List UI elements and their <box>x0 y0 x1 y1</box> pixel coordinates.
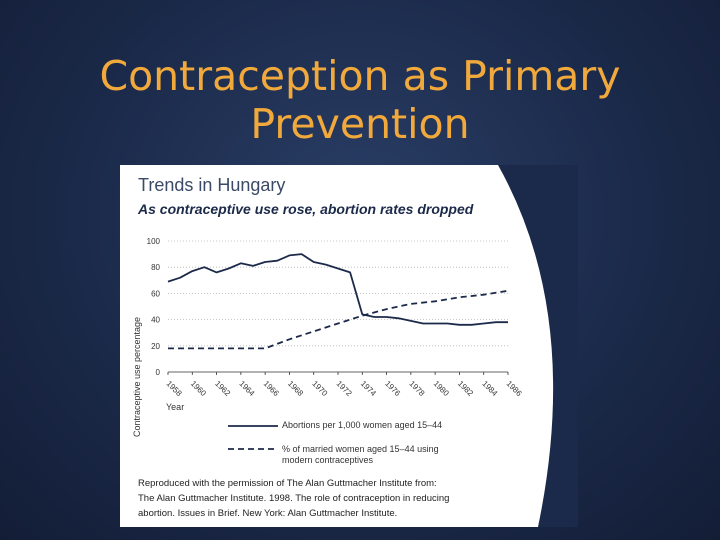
series-line-abortions <box>167 253 508 326</box>
y-tick-label: 80 <box>151 263 160 272</box>
y-tick-label: 20 <box>151 342 160 351</box>
y-tick-label: 60 <box>151 289 160 298</box>
slide-title: Contraception as Primary Prevention <box>0 52 720 148</box>
y-tick-label: 100 <box>147 237 161 246</box>
slide-title-line1: Contraception as Primary <box>99 52 621 100</box>
credit-note: Reproduced with the permission of The Al… <box>138 476 450 521</box>
credit-line-2: The Alan Guttmacher Institute. 1998. The… <box>138 493 450 504</box>
credit-line-1: Reproduced with the permission of The Al… <box>138 478 437 489</box>
chart-title: Trends in Hungary <box>138 175 286 195</box>
y-tick-label: 40 <box>151 316 160 325</box>
legend <box>228 425 278 450</box>
credit-line-3: abortion. Issues in Brief. New York: Ala… <box>138 508 398 519</box>
slide-title-line2: Prevention <box>250 100 470 148</box>
y-tick-label: 0 <box>156 368 161 377</box>
chart-subtitle: As contraceptive use rose, abortion rate… <box>138 201 474 217</box>
decorative-wedge <box>498 165 578 527</box>
x-axis-label: Year <box>166 402 184 412</box>
series-layer <box>167 253 509 350</box>
legend-entry-contraceptives: % of married women aged 15–44 using mode… <box>282 444 439 465</box>
chart-figure: Trends in Hungary As contraceptive use r… <box>120 165 578 527</box>
y-axis-label: Contraceptive use percentage <box>132 317 142 437</box>
legend-entry-abortions: Abortions per 1,000 women aged 15–44 <box>282 420 443 430</box>
series-line-contraceptive-use <box>168 289 509 350</box>
